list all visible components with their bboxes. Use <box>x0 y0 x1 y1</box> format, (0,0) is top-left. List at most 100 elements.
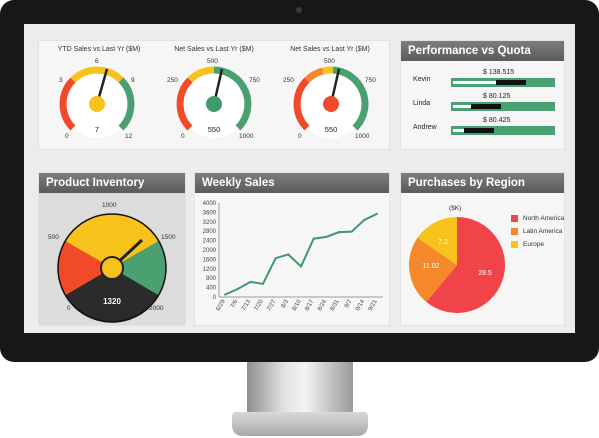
region-pie-chart: 28.5 11.02 7.2 <box>409 217 505 313</box>
inventory-title: Product Inventory <box>39 173 185 193</box>
weekly-sales-point <box>312 237 315 240</box>
weekly-sales-point <box>338 231 340 234</box>
x-tick-label: 8/24 <box>317 298 328 312</box>
y-tick-label: 0 <box>213 295 217 301</box>
y-tick-label: 1200 <box>203 267 217 273</box>
x-tick-label: 9/7 <box>344 298 354 309</box>
gauges-panel: YTD Sales vs Last Yr ($M) Net Sales vs L… <box>38 40 390 150</box>
legend-label: Latin America <box>523 228 563 235</box>
gauge-2-value: 550 <box>207 125 221 134</box>
pie-slice <box>417 217 457 265</box>
weekly-sales-point <box>236 288 239 291</box>
pie-slice-label: 28.5 <box>478 270 492 277</box>
inventory-tick-500: 500 <box>48 234 59 241</box>
legend-label: Europe <box>523 241 544 248</box>
x-tick-label: 9/14 <box>355 298 366 312</box>
y-tick-label: 1600 <box>203 257 217 263</box>
gauge-1-right-tick: 9 <box>131 77 135 84</box>
gauge-2-title: Net Sales vs Last Yr ($M) <box>174 46 254 53</box>
performance-panel: Performance vs Quota $ 138.515 Kevin $ 80.… <box>400 40 565 150</box>
weekly-sales-point <box>376 212 378 215</box>
legend-swatch <box>511 241 518 248</box>
x-tick-label: 8/10 <box>292 298 303 312</box>
gauge-1 <box>59 66 135 138</box>
x-tick-label: 7/6 <box>230 298 240 309</box>
y-tick-label: 3600 <box>203 210 217 216</box>
monitor-stand-base <box>232 412 368 436</box>
region-unit: ($K) <box>449 205 462 212</box>
x-tick-label: 8/17 <box>304 298 315 312</box>
weekly-sales-point <box>350 230 353 233</box>
gauge-3 <box>293 66 369 138</box>
x-tick-label: 9/21 <box>368 298 379 312</box>
pie-slice <box>426 217 505 313</box>
performance-row: $ 138.515 Kevin <box>401 69 566 91</box>
weekly-sales-title: Weekly Sales <box>195 173 389 193</box>
weekly-sales-panel: Weekly Sales 0 400 800 1200 1600 2000 2400 2800… <box>194 172 390 326</box>
y-tick-label: 800 <box>206 276 217 282</box>
weekly-sales-point <box>224 293 226 296</box>
performance-bar-track <box>451 102 555 111</box>
legend-swatch <box>511 228 518 235</box>
inventory-tick-1500: 1500 <box>161 234 176 241</box>
gauge-2 <box>176 66 252 138</box>
gauge-3-max: 1000 <box>355 133 370 140</box>
pie-slice-label: 7.2 <box>438 239 448 246</box>
performance-value: $ 138.515 <box>483 69 515 76</box>
weekly-sales-point <box>287 253 290 256</box>
weekly-sales-line <box>224 212 378 296</box>
weekly-sales-point <box>363 218 366 221</box>
inventory-tick-2000: 2000 <box>149 305 164 312</box>
gauge-1-top: 6 <box>95 58 99 65</box>
region-panel: Purchases by Region ($K) 28.5 11.02 7.2 No… <box>400 172 565 326</box>
legend-item: Latin America <box>511 228 564 241</box>
gauge-1-title: YTD Sales vs Last Yr ($M) <box>57 46 141 53</box>
x-tick-label: 7/13 <box>241 298 252 312</box>
gauge-2-min: 0 <box>181 133 185 140</box>
inventory-value: 1320 <box>103 297 121 306</box>
performance-bar-fill <box>453 81 526 84</box>
pie-slice <box>409 237 457 302</box>
performance-row: $ 80.425 Andrew <box>401 117 566 139</box>
gauge-2-right-tick: 750 <box>249 77 260 84</box>
y-tick-label: 400 <box>206 286 217 292</box>
legend-label: North America <box>523 215 565 222</box>
gauges-svg <box>59 66 369 138</box>
gauge-1-left-tick: 3 <box>59 77 63 84</box>
performance-bar-marker <box>496 80 526 85</box>
weekly-sales-point <box>249 280 252 283</box>
region-title: Purchases by Region <box>401 173 564 193</box>
gauge-2-max: 1000 <box>239 133 254 140</box>
x-tick-label: 7/27 <box>266 298 277 312</box>
weekly-sales-point <box>262 282 264 285</box>
performance-bar-marker <box>464 128 494 133</box>
x-tick-label: 8/3 <box>281 298 291 309</box>
y-tick-label: 3200 <box>203 220 217 226</box>
gauge-3-title: Net Sales vs Last Yr ($M) <box>290 46 370 53</box>
performance-title: Performance vs Quota <box>401 41 564 61</box>
monitor-stand-neck <box>247 362 353 418</box>
gauge-3-min: 0 <box>298 133 302 140</box>
y-tick-label: 4000 <box>203 201 217 207</box>
performance-row: $ 80.125 Linda <box>401 93 566 115</box>
gauge-2-left-tick: 250 <box>167 77 178 84</box>
x-tick-label: 8/31 <box>330 298 341 312</box>
performance-bar-track <box>451 126 555 135</box>
x-tick-label: 6/29 <box>216 298 227 312</box>
weekly-sales-point <box>325 235 328 238</box>
gauge-2-top: 500 <box>207 58 218 65</box>
weekly-sales-point <box>300 265 302 268</box>
performance-value: $ 80.425 <box>483 117 511 124</box>
performance-name: Andrew <box>413 124 437 131</box>
monitor-bezel: YTD Sales vs Last Yr ($M) Net Sales vs L… <box>0 0 599 362</box>
legend-item: North America <box>511 215 564 228</box>
weekly-sales-point <box>274 257 277 260</box>
gauge-3-left-tick: 250 <box>283 77 294 84</box>
inventory-panel: Product Inventory 0 500 1000 1500 2000 1… <box>38 172 186 326</box>
region-legend: North America Latin America Europe <box>511 215 564 254</box>
performance-bar-marker <box>471 104 501 109</box>
pie-slice-label: 11.02 <box>423 263 440 270</box>
dashboard-screen: YTD Sales vs Last Yr ($M) Net Sales vs L… <box>24 24 575 333</box>
gauge-1-value: 7 <box>94 125 100 134</box>
legend-item: Europe <box>511 241 564 254</box>
